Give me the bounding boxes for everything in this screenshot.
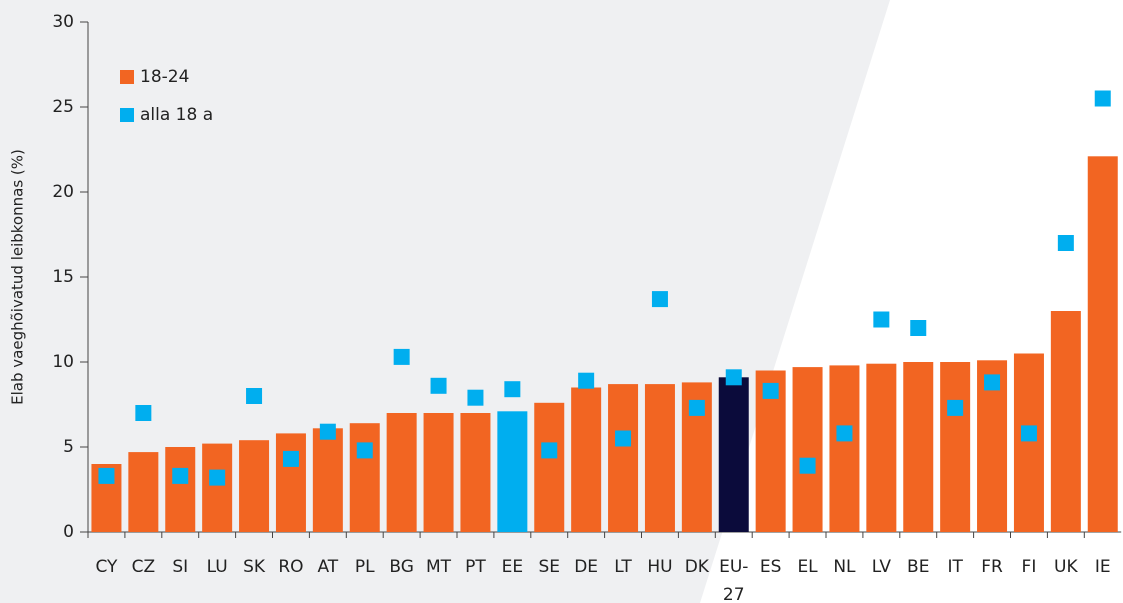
marker: [319, 423, 336, 440]
marker: [688, 399, 705, 416]
bar: [1013, 353, 1044, 532]
marker: [135, 405, 152, 421]
bar: [423, 413, 454, 532]
x-tick-label: CZ: [132, 557, 156, 577]
bar: [275, 433, 306, 532]
marker: [541, 442, 558, 459]
x-tick-label: DE: [574, 557, 598, 577]
y-tick-label: 10: [52, 352, 74, 372]
marker: [172, 467, 189, 484]
x-tick-label: FI: [1022, 557, 1037, 577]
x-tick-label: SI: [172, 557, 188, 577]
bar: [718, 377, 749, 532]
x-tick-label: MT: [426, 557, 452, 577]
legend-label: alla 18 a: [140, 105, 213, 125]
x-tick-label: LU: [207, 557, 228, 577]
bar: [571, 387, 602, 532]
x-tick-label: BG: [389, 557, 414, 577]
y-tick-label: 25: [52, 97, 74, 117]
bar: [940, 362, 971, 532]
bar: [349, 423, 380, 532]
x-tick-label: LV: [872, 557, 892, 577]
y-tick-label: 20: [52, 182, 74, 202]
x-tick-label: EE: [502, 557, 523, 577]
x-tick-label: EU-27: [719, 557, 748, 603]
bar: [1087, 156, 1118, 533]
marker: [393, 348, 410, 365]
marker: [615, 430, 632, 447]
x-tick-label: LT: [614, 557, 632, 577]
marker: [651, 291, 668, 308]
x-tick-label: NL: [833, 557, 856, 577]
marker: [836, 425, 853, 442]
x-tick-label: IE: [1095, 557, 1111, 577]
x-tick-label: HU: [647, 557, 672, 577]
marker: [947, 399, 964, 416]
y-axis-label: Elab vaeghõivatud leibkonnas (%): [9, 149, 27, 405]
marker: [430, 377, 447, 394]
marker: [467, 389, 484, 406]
marker: [578, 372, 595, 389]
bar: [903, 362, 934, 532]
bar: [312, 428, 343, 532]
marker: [799, 457, 816, 474]
x-tick-label: PL: [355, 557, 375, 577]
marker: [725, 369, 742, 386]
marker: [504, 381, 521, 398]
bar: [460, 413, 491, 532]
marker: [873, 311, 890, 328]
bar: [1050, 311, 1081, 532]
marker: [356, 442, 373, 459]
y-tick-label: 30: [52, 12, 74, 32]
marker: [246, 388, 263, 404]
x-tick-label: ES: [760, 557, 782, 577]
x-tick-label: DK: [685, 557, 710, 577]
bar: [128, 452, 159, 532]
x-tick-label: EL: [797, 557, 818, 577]
x-tick-label: BE: [907, 557, 929, 577]
bar: [866, 363, 897, 532]
x-tick-label: UK: [1054, 557, 1078, 577]
y-tick-label: 5: [63, 437, 74, 457]
bar: [497, 411, 528, 532]
legend-swatch: [120, 70, 134, 84]
bar: [165, 447, 196, 532]
x-tick-label: CY: [95, 557, 118, 577]
x-tick-label: SK: [243, 557, 266, 577]
bar: [644, 384, 675, 532]
x-tick-label: FR: [981, 557, 1003, 577]
bar: [792, 367, 823, 532]
marker: [209, 469, 226, 486]
marker: [910, 320, 927, 336]
x-tick-label: AT: [317, 557, 338, 577]
legend-label: 18-24: [140, 67, 189, 87]
legend-swatch: [120, 108, 134, 122]
x-tick-label: SE: [538, 557, 560, 577]
bar: [534, 402, 565, 532]
y-tick-label: 0: [63, 522, 74, 542]
marker: [984, 374, 1001, 391]
x-tick-label: PT: [465, 557, 486, 577]
marker: [762, 382, 779, 399]
marker: [1057, 235, 1074, 251]
x-tick-label: IT: [947, 557, 963, 577]
bar: [608, 384, 639, 532]
marker: [1094, 90, 1111, 107]
marker: [98, 467, 115, 484]
bar: [386, 413, 417, 532]
marker: [1020, 425, 1037, 442]
y-tick-label: 15: [52, 267, 74, 287]
bar: [202, 443, 233, 532]
bar: [239, 440, 270, 532]
x-tick-label: RO: [278, 557, 303, 577]
marker: [282, 450, 299, 467]
bar: [829, 365, 860, 532]
